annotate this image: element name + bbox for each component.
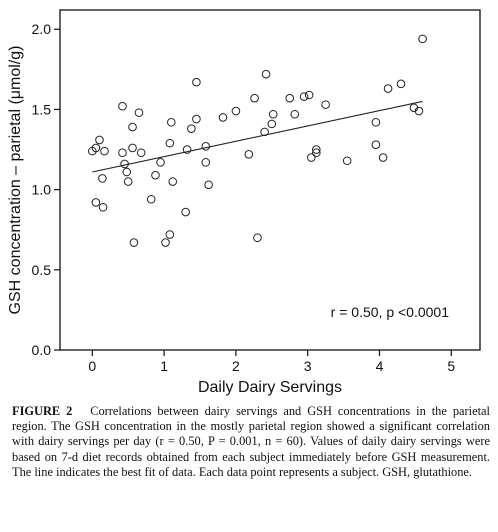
data-point [192,114,201,124]
x-axis-label: Daily Dairy Servings [198,379,342,396]
data-point [128,122,137,132]
data-point [244,150,254,159]
scatter-chart: 0 1 2 3 4 5 0.0 0.5 1.0 1.5 2.0 r = 0.50, p <0.00… [7,9,481,396]
y-axis-label: GSH concentration – parietal (μmol/g) [7,46,24,315]
data-point [304,90,314,100]
data-point [290,109,300,119]
annotation: r = 0.50, p <0.0001 [331,304,450,320]
data-point [260,127,269,137]
data-point [312,148,321,158]
y-tick-label: 1.0 [32,182,52,198]
data-point [165,230,175,239]
data-point [151,170,160,180]
data-point [181,207,190,217]
x-tick-label: 4 [376,358,384,374]
data-point [122,167,132,177]
data-point [156,158,165,167]
data-point [321,100,330,109]
data-point [253,233,262,243]
data-point [146,194,156,204]
data-point [134,108,144,117]
data-point [98,174,107,183]
x-tick-label: 0 [88,358,96,374]
data-point [192,77,201,87]
data-point [250,93,259,103]
data-point [312,145,321,154]
data-point [285,93,295,103]
y-tick-label: 0.0 [32,342,52,358]
data-point [299,92,309,101]
y-tick-label: 0.5 [32,262,52,278]
data-point [120,159,129,169]
data-point [187,124,196,133]
data-point [414,106,424,116]
x-tick-label: 2 [232,358,240,374]
data-point [98,202,108,212]
x-tick-label: 1 [160,358,168,374]
data-point [165,138,175,148]
y-tick-label: 2.0 [32,21,52,37]
x-tick-label: 5 [447,358,455,374]
data-point [218,113,228,122]
data-point [129,238,139,247]
fit-line [92,100,423,173]
data-point [166,117,176,127]
data-point [267,119,277,129]
data-point [383,84,393,93]
data-point [91,143,101,153]
data-point [91,198,101,207]
data-point [268,109,278,119]
data-point [204,180,213,190]
data-point [118,101,127,111]
data-point [123,177,133,186]
data-point [342,156,352,166]
data-point [201,158,211,167]
data-point [100,146,109,156]
y-tick-label: 1.5 [32,101,52,117]
data-point [231,106,241,116]
data-point [128,143,137,153]
data-point [161,238,170,247]
data-point [306,153,316,162]
data-point [261,69,271,79]
data-point [201,142,211,151]
data-point [371,117,381,127]
caption-text: Correlations between dairy servings and … [12,404,490,479]
data-point [371,140,381,150]
data-point [168,177,178,186]
data-point [418,34,427,44]
data-point [396,79,406,89]
data-point [136,148,146,158]
data-point [118,148,127,158]
x-tick-label: 3 [304,358,312,374]
data-point [182,145,192,154]
caption-label: FIGURE 2 [12,404,73,418]
data-point [378,153,388,162]
plot-area-frame [59,9,481,351]
data-point [95,135,104,145]
figure-caption: FIGURE 2 Correlations between dairy serv… [12,404,490,480]
